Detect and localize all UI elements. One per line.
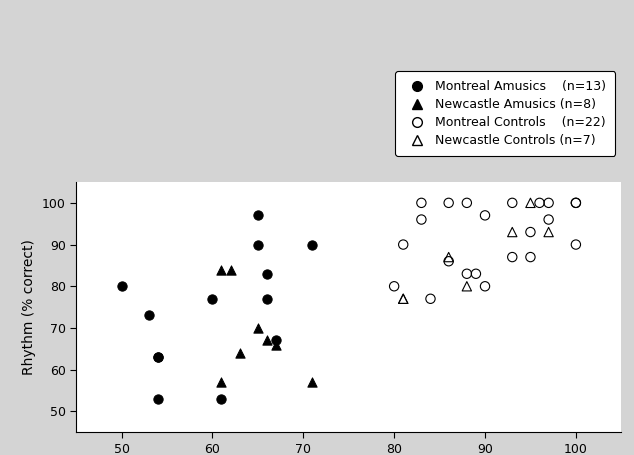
Point — [307, 379, 318, 386]
Point — [571, 199, 581, 207]
Point — [480, 283, 490, 290]
Point — [543, 199, 553, 207]
Point — [398, 295, 408, 303]
Point — [507, 228, 517, 236]
Point — [117, 283, 127, 290]
Point — [507, 253, 517, 261]
Point — [153, 354, 163, 361]
Point — [307, 241, 318, 248]
Point — [543, 228, 553, 236]
Point — [417, 216, 427, 223]
Point — [207, 295, 217, 303]
Y-axis label: Rhythm (% correct): Rhythm (% correct) — [22, 239, 36, 375]
Point — [271, 341, 281, 349]
Point — [444, 199, 454, 207]
Point — [253, 324, 263, 332]
Point — [526, 253, 536, 261]
Point — [417, 199, 427, 207]
Point — [462, 270, 472, 278]
Point — [471, 270, 481, 278]
Point — [526, 199, 536, 207]
Point — [216, 379, 226, 386]
Point — [425, 295, 436, 303]
Point — [462, 283, 472, 290]
Point — [216, 266, 226, 273]
Point — [543, 216, 553, 223]
Point — [389, 283, 399, 290]
Point — [398, 295, 408, 303]
Point — [571, 199, 581, 207]
Point — [534, 199, 545, 207]
Point — [444, 258, 454, 265]
Point — [144, 312, 154, 319]
Point — [153, 395, 163, 403]
Point — [571, 241, 581, 248]
Point — [226, 266, 236, 273]
Point — [271, 337, 281, 344]
Point — [262, 295, 272, 303]
Point — [526, 228, 536, 236]
Point — [253, 212, 263, 219]
Point — [462, 199, 472, 207]
Point — [253, 241, 263, 248]
Point — [507, 199, 517, 207]
Point — [480, 212, 490, 219]
Point — [153, 354, 163, 361]
Point — [216, 395, 226, 403]
Point — [235, 349, 245, 357]
Point — [262, 270, 272, 278]
Point — [398, 241, 408, 248]
Point — [444, 253, 454, 261]
Legend: Montreal Amusics    (n=13), Newcastle Amusics (n=8), Montreal Controls    (n=22): Montreal Amusics (n=13), Newcastle Amusi… — [396, 71, 615, 156]
Point — [262, 337, 272, 344]
